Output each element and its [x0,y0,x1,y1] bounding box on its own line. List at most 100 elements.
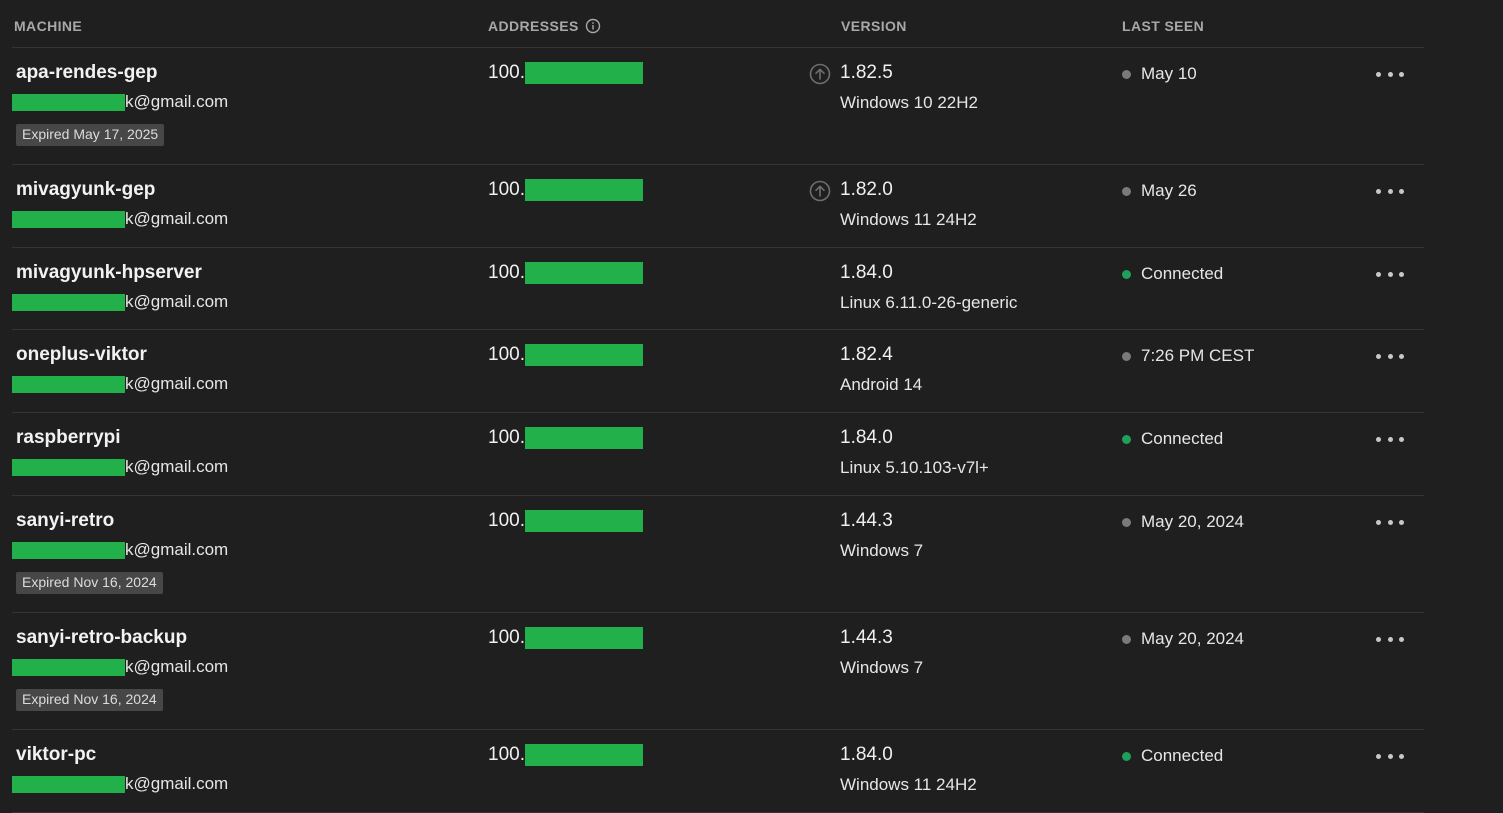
column-header-version-label: VERSION [841,18,907,34]
more-options-button[interactable] [1376,628,1404,650]
ellipsis-icon [1376,636,1381,642]
email-suffix: k@gmail.com [125,540,229,559]
redacted-block [524,62,643,84]
owner-email: k@gmail.com [12,774,228,794]
machine-name[interactable]: raspberrypi [16,427,121,448]
column-header-machine-label: MACHINE [14,18,83,34]
redacted-block [12,775,125,793]
version-number: 1.82.0 [840,179,893,200]
machine-address[interactable]: 100. [488,510,643,532]
table-row[interactable]: apa-rendes-gep k@gmail.com Expired May 17,… [12,48,1424,165]
address-prefix: 100. [488,744,525,765]
more-options-button[interactable] [1376,263,1404,285]
last-seen: May 26 [1122,181,1197,201]
more-options-button[interactable] [1376,745,1404,767]
email-suffix: k@gmail.com [125,657,229,676]
table-row[interactable]: sanyi-retro-backup k@gmail.com Expired Nov… [12,613,1424,730]
status-dot [1122,434,1131,444]
machine-name[interactable]: mivagyunk-gep [16,179,156,200]
table-row[interactable]: raspberrypi k@gmail.com 100. 1.84.0 Linux 5.… [12,413,1424,496]
ellipsis-icon [1376,188,1381,194]
table-row[interactable]: viktor-pc k@gmail.com 100. 1.84.0 Windows 11… [12,730,1424,813]
redacted-block [524,179,643,201]
status-dot [1122,634,1131,644]
redacted-block [12,210,125,228]
expired-badge: Expired Nov 16, 2024 [16,572,163,594]
machine-address[interactable]: 100. [488,344,643,366]
machine-address[interactable]: 100. [488,744,643,766]
machine-name[interactable]: apa-rendes-gep [16,62,158,83]
machine-name[interactable]: oneplus-viktor [16,344,147,365]
email-suffix: k@gmail.com [125,457,229,476]
machines-table: MACHINE ADDRESSES VERSION LAST SEEN apa-… [12,0,1424,813]
table-row[interactable]: mivagyunk-gep k@gmail.com 100. 1.82.0 Window… [12,165,1424,248]
version-number: 1.84.0 [840,262,893,283]
machine-address[interactable]: 100. [488,427,643,449]
os-version: Windows 7 [840,658,924,677]
ellipsis-icon [1376,753,1381,759]
owner-email: k@gmail.com [12,457,228,477]
email-suffix: k@gmail.com [125,209,229,228]
ellipsis-icon [1376,519,1381,525]
email-suffix: k@gmail.com [125,292,229,311]
redacted-block [524,627,643,649]
owner-email: k@gmail.com [12,657,228,677]
owner-email: k@gmail.com [12,92,228,112]
redacted-block [12,541,125,559]
column-header-addresses[interactable]: ADDRESSES [488,18,601,34]
table-row[interactable]: sanyi-retro k@gmail.com Expired Nov 16, 20… [12,496,1424,613]
address-prefix: 100. [488,262,525,283]
more-options-button[interactable] [1376,345,1404,367]
more-options-button[interactable] [1376,428,1404,450]
more-options-button[interactable] [1376,511,1404,533]
more-options-button[interactable] [1376,63,1404,85]
address-prefix: 100. [488,344,525,365]
status-dot [1122,351,1131,361]
email-suffix: k@gmail.com [125,374,229,393]
machine-name[interactable]: sanyi-retro [16,510,115,531]
email-suffix: k@gmail.com [125,92,229,111]
last-seen-text: Connected [1141,264,1224,283]
last-seen-text: May 20, 2024 [1141,629,1245,648]
machine-name[interactable]: viktor-pc [16,744,97,765]
machine-name[interactable]: mivagyunk-hpserver [16,262,202,283]
column-header-addresses-label: ADDRESSES [488,18,579,34]
update-available-icon[interactable] [809,180,831,202]
version-number: 1.82.4 [840,344,893,365]
machine-address[interactable]: 100. [488,62,643,84]
machine-address[interactable]: 100. [488,179,643,201]
owner-email: k@gmail.com [12,209,228,229]
address-prefix: 100. [488,62,525,83]
machine-address[interactable]: 100. [488,262,643,284]
redacted-block [12,375,125,393]
column-header-version[interactable]: VERSION [841,18,907,34]
table-header: MACHINE ADDRESSES VERSION LAST SEEN [12,0,1424,48]
redacted-block [12,293,125,311]
last-seen-text: May 20, 2024 [1141,512,1245,531]
version-number: 1.44.3 [840,510,893,531]
update-available-icon[interactable] [809,63,831,85]
table-row[interactable]: oneplus-viktor k@gmail.com 100. 1.82.4 Andro… [12,330,1424,413]
version-number: 1.84.0 [840,744,893,765]
os-version: Windows 7 [840,541,924,560]
version-number: 1.44.3 [840,627,893,648]
machine-address[interactable]: 100. [488,627,643,649]
machine-name[interactable]: sanyi-retro-backup [16,627,188,648]
column-header-last-seen[interactable]: LAST SEEN [1122,18,1204,34]
redacted-block [12,93,125,111]
owner-email: k@gmail.com [12,292,228,312]
info-icon[interactable] [585,18,601,34]
ellipsis-icon [1376,71,1381,77]
email-suffix: k@gmail.com [125,774,229,793]
last-seen-text: 7:26 PM CEST [1141,346,1255,365]
os-version: Windows 11 24H2 [840,210,977,229]
table-row[interactable]: mivagyunk-hpserver k@gmail.com 100. 1.84.0 L… [12,248,1424,330]
last-seen: 7:26 PM CEST [1122,346,1254,366]
column-header-machine[interactable]: MACHINE [14,18,82,34]
last-seen: Connected [1122,429,1223,449]
ellipsis-icon [1376,353,1381,359]
ellipsis-icon [1376,271,1381,277]
more-options-button[interactable] [1376,180,1404,202]
expired-badge: Expired Nov 16, 2024 [16,689,163,711]
column-header-last-seen-label: LAST SEEN [1122,18,1205,34]
